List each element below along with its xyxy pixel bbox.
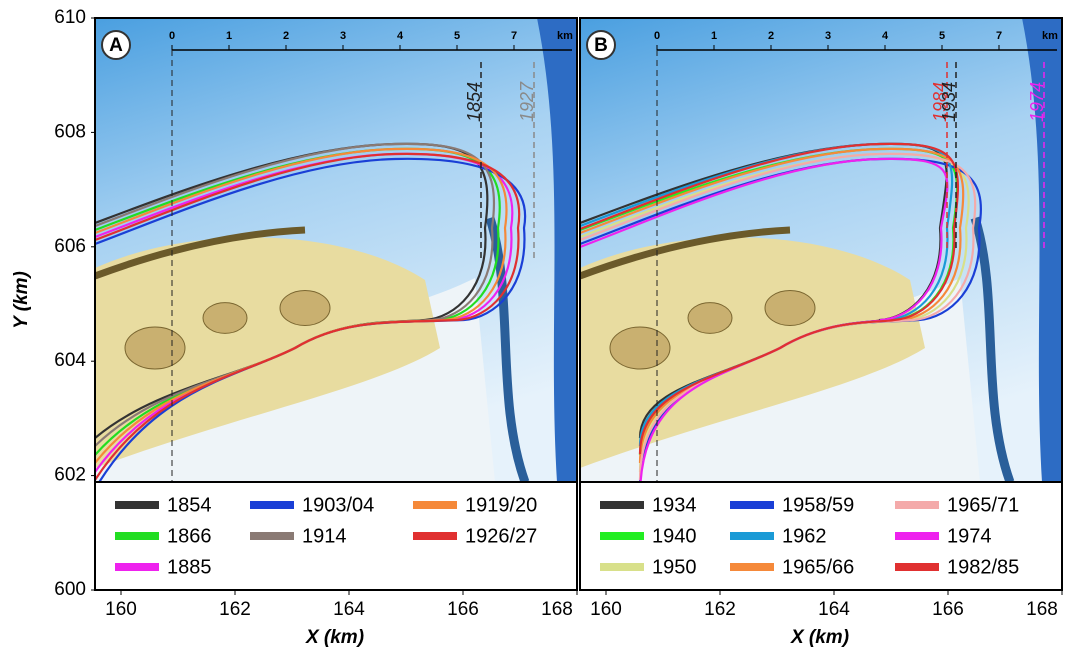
scale-unit: km — [1042, 30, 1058, 42]
scale-unit: km — [557, 30, 573, 42]
figure: Y (km) 600 602 604 606 608 610 0 1 2 3 4 5 7 km A 1854 1… — [0, 0, 1066, 654]
scale-label: 2 — [283, 30, 289, 42]
legend-label: 1885 — [167, 556, 212, 578]
legend-label: 1903/04 — [302, 494, 374, 516]
legend-label: 1950 — [652, 556, 697, 578]
dune-patch — [610, 327, 670, 369]
y-tick-label: 608 — [54, 121, 86, 142]
scale-label: 5 — [454, 30, 460, 42]
scale-label: 2 — [768, 30, 774, 42]
x-tick-label: 160 — [105, 599, 137, 620]
dune-patch — [125, 327, 185, 369]
year-marker-label: 1854 — [464, 82, 484, 122]
year-marker-label: 1974 — [1027, 82, 1047, 122]
year-marker-label: 1934 — [939, 82, 959, 122]
dune-patch — [765, 291, 815, 326]
x-axis-label: X (km) — [305, 627, 364, 648]
x-tick-label: 168 — [541, 599, 573, 620]
x-tick-label: 160 — [590, 599, 622, 620]
scale-label: 7 — [511, 30, 517, 42]
y-tick-label: 604 — [54, 350, 86, 371]
legend-label: 1982/85 — [947, 556, 1019, 578]
legend-label: 1965/71 — [947, 494, 1019, 516]
x-tick-label: 164 — [333, 599, 365, 620]
x-tick-label: 166 — [932, 599, 964, 620]
dune-patch — [688, 303, 732, 334]
legend-label: 1958/59 — [782, 494, 854, 516]
legend-label: 1962 — [782, 525, 827, 547]
dune-patch — [280, 291, 330, 326]
y-tick-label: 606 — [54, 236, 86, 257]
map — [95, 18, 577, 489]
x-tick-label: 162 — [219, 599, 251, 620]
x-tick-label: 166 — [447, 599, 479, 620]
legend-label: 1940 — [652, 525, 697, 547]
panel-label: B — [594, 35, 608, 56]
year-marker-label: 1927 — [517, 81, 537, 122]
panel-label: A — [109, 35, 123, 56]
scale-label: 0 — [169, 30, 175, 42]
y-tick-label: 602 — [54, 465, 86, 486]
scale-label: 1 — [711, 30, 717, 42]
x-axis-label: X (km) — [790, 627, 849, 648]
scale-label: 4 — [397, 30, 404, 42]
map — [580, 18, 1062, 497]
dune-patch — [203, 303, 247, 334]
legend-label: 1926/27 — [465, 525, 537, 547]
scale-label: 4 — [882, 30, 889, 42]
x-tick-label: 164 — [818, 599, 850, 620]
legend-label: 1934 — [652, 494, 697, 516]
scale-label: 3 — [340, 30, 346, 42]
legend-label: 1919/20 — [465, 494, 537, 516]
x-tick-label: 162 — [704, 599, 736, 620]
legend-label: 1974 — [947, 525, 992, 547]
y-tick-label: 610 — [54, 7, 86, 28]
scale-label: 3 — [825, 30, 831, 42]
scale-label: 5 — [939, 30, 945, 42]
legend-label: 1866 — [167, 525, 212, 547]
x-tick-label: 168 — [1026, 599, 1058, 620]
legend-label: 1854 — [167, 494, 212, 516]
legend-label: 1965/66 — [782, 556, 854, 578]
scale-label: 1 — [226, 30, 232, 42]
legend-label: 1914 — [302, 525, 347, 547]
panel: 0 1 2 3 4 5 7 km A 1854 1927 1854 1866 1885 1903/04 191… — [95, 18, 577, 648]
y-axis-label: Y (km) — [11, 271, 32, 329]
y-tick-label: 600 — [54, 579, 86, 600]
scale-label: 7 — [996, 30, 1002, 42]
scale-label: 0 — [654, 30, 660, 42]
